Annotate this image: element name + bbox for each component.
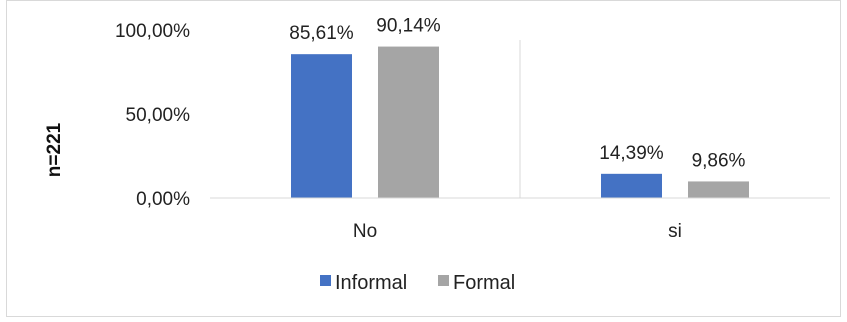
y-tick-label: 0,00%	[136, 189, 190, 210]
legend: Informal Formal	[320, 272, 515, 294]
legend-label-informal: Informal	[335, 272, 407, 294]
bar-formal-no	[378, 46, 439, 198]
data-label: 90,14%	[376, 16, 441, 37]
bar-informal-si	[601, 173, 662, 198]
y-tick-label: 50,00%	[126, 105, 191, 126]
x-category-label: si	[668, 221, 682, 242]
y-tick-label: 100,00%	[115, 21, 190, 42]
y-axis-label: n=221	[44, 122, 65, 177]
y-axis-ticks: 0,00% 50,00% 100,00%	[115, 21, 190, 210]
data-label: 85,61%	[289, 23, 354, 44]
bar-formal-si	[688, 181, 749, 198]
legend-swatch-formal	[438, 275, 449, 286]
data-label: 9,86%	[692, 150, 746, 171]
data-label: 14,39%	[599, 143, 664, 164]
bar-informal-no	[291, 54, 352, 198]
category-labels: No si	[353, 221, 682, 242]
x-category-label: No	[353, 221, 377, 242]
bars	[291, 46, 749, 198]
legend-swatch-informal	[320, 275, 331, 286]
data-labels: 85,61% 90,14% 14,39% 9,86%	[289, 16, 745, 172]
legend-label-formal: Formal	[453, 272, 515, 294]
